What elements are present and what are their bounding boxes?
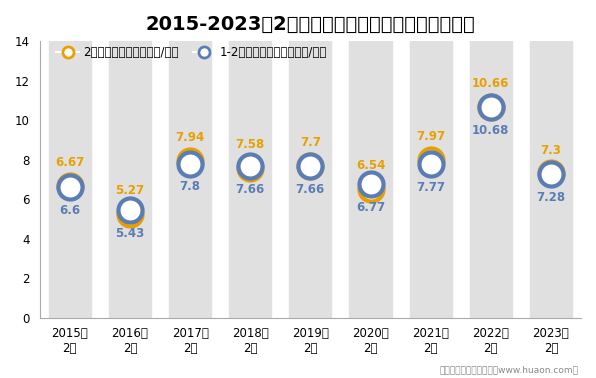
Point [65,184,74,191]
Point [306,163,315,169]
Point [426,161,436,167]
Text: 6.6: 6.6 [59,204,80,217]
Bar [470,41,512,318]
Text: 6.54: 6.54 [356,159,385,172]
Point [65,183,74,189]
Bar [530,41,572,318]
Text: 制图：华经产业研究院（www.huaon.com）: 制图：华经产业研究院（www.huaon.com） [439,365,578,374]
Text: 7.3: 7.3 [541,144,561,157]
Bar [289,41,331,318]
Point [546,170,555,177]
Point [185,158,195,164]
Text: 10.66: 10.66 [472,77,510,90]
Text: 7.58: 7.58 [235,138,265,151]
Text: 6.67: 6.67 [55,156,85,169]
Point [185,161,195,167]
Text: 7.7: 7.7 [300,136,321,149]
Text: 7.8: 7.8 [179,180,201,194]
Text: 5.27: 5.27 [116,184,144,197]
Point [125,208,135,214]
Point [246,163,255,169]
Point [546,171,555,177]
Point [426,157,436,163]
Text: 5.43: 5.43 [115,227,145,240]
Legend: 2月期货成交均价（万元/手）, 1-2月期货成交均价（万元/手）: 2月期货成交均价（万元/手）, 1-2月期货成交均价（万元/手） [51,42,332,64]
Text: 7.97: 7.97 [416,130,445,144]
Text: 10.68: 10.68 [472,124,510,136]
Bar [229,41,271,318]
Text: 7.66: 7.66 [296,183,325,196]
Text: 6.77: 6.77 [356,201,385,214]
Bar [409,41,452,318]
Point [246,165,255,171]
Text: 7.77: 7.77 [416,181,445,194]
Point [366,181,375,187]
Text: 7.28: 7.28 [536,191,566,204]
Text: 7.94: 7.94 [175,131,204,144]
Point [125,211,135,217]
Title: 2015-2023年2月郑州商品交易所棉花期货成交均价: 2015-2023年2月郑州商品交易所棉花期货成交均价 [145,15,475,34]
Bar [169,41,211,318]
Bar [49,41,91,318]
Bar [109,41,151,318]
Bar [349,41,392,318]
Point [486,104,495,110]
Text: 7.66: 7.66 [235,183,265,196]
Point [486,104,495,110]
Point [306,163,315,169]
Point [366,186,375,192]
